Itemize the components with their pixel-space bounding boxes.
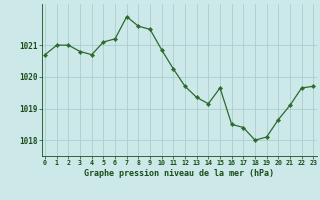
X-axis label: Graphe pression niveau de la mer (hPa): Graphe pression niveau de la mer (hPa) (84, 169, 274, 178)
